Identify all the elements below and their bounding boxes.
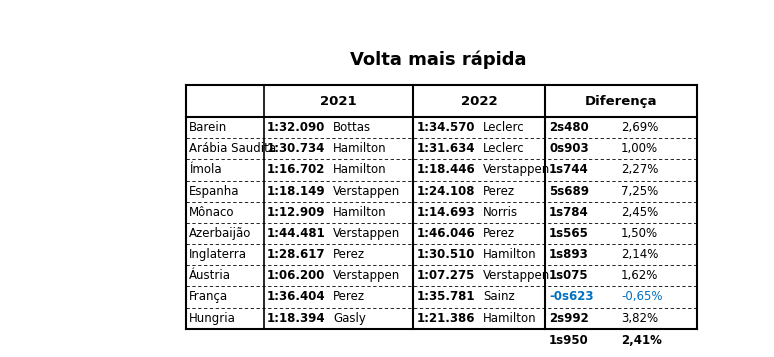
Text: 1:46.046: 1:46.046	[417, 227, 476, 240]
Text: 1s784: 1s784	[549, 206, 589, 219]
Text: Hungria: Hungria	[189, 312, 236, 325]
Text: Gasly: Gasly	[333, 312, 366, 325]
Text: Perez: Perez	[333, 248, 365, 261]
Text: 1:24.108: 1:24.108	[417, 185, 475, 198]
Text: 1:21.386: 1:21.386	[417, 312, 475, 325]
Text: Volta mais rápida: Volta mais rápida	[351, 50, 527, 69]
Text: Verstappen: Verstappen	[333, 227, 400, 240]
Text: 7,25%: 7,25%	[621, 185, 658, 198]
Text: 1s075: 1s075	[549, 269, 589, 282]
Text: 1:36.404: 1:36.404	[267, 291, 326, 303]
Text: 1:28.617: 1:28.617	[267, 248, 326, 261]
Text: 1:35.781: 1:35.781	[417, 291, 475, 303]
Text: Hamilton: Hamilton	[483, 248, 536, 261]
Text: 1,00%: 1,00%	[621, 142, 658, 155]
Text: 1:32.090: 1:32.090	[267, 121, 326, 134]
Text: França: França	[189, 291, 228, 303]
Text: 1:18.394: 1:18.394	[267, 312, 326, 325]
Text: 2,69%: 2,69%	[621, 121, 659, 134]
Text: 1:16.702: 1:16.702	[267, 164, 326, 176]
Text: Verstappen: Verstappen	[333, 269, 400, 282]
Text: 1:34.570: 1:34.570	[417, 121, 475, 134]
Text: 1:12.909: 1:12.909	[267, 206, 326, 219]
Text: 2,45%: 2,45%	[621, 206, 658, 219]
Text: 2,41%: 2,41%	[621, 334, 662, 347]
Text: Hamilton: Hamilton	[483, 312, 536, 325]
Text: 1s565: 1s565	[549, 227, 589, 240]
Text: 3,82%: 3,82%	[621, 312, 658, 325]
Text: Leclerc: Leclerc	[483, 121, 525, 134]
Text: Arábia Saudita: Arábia Saudita	[189, 142, 276, 155]
Text: 2s992: 2s992	[549, 312, 589, 325]
Text: 1,50%: 1,50%	[621, 227, 658, 240]
Text: 1s950: 1s950	[549, 334, 589, 347]
Text: Espanha: Espanha	[189, 185, 240, 198]
Text: 1,62%: 1,62%	[621, 269, 659, 282]
Text: Hamilton: Hamilton	[333, 206, 387, 219]
Text: -0,65%: -0,65%	[621, 291, 663, 303]
Text: Azerbaijão: Azerbaijão	[189, 227, 252, 240]
Text: Inglaterra: Inglaterra	[189, 248, 247, 261]
Text: Perez: Perez	[483, 227, 515, 240]
Text: 2022: 2022	[461, 95, 498, 108]
Text: Verstappen: Verstappen	[333, 185, 400, 198]
Text: 2,27%: 2,27%	[621, 164, 659, 176]
Text: 5s689: 5s689	[549, 185, 589, 198]
Text: Hamilton: Hamilton	[333, 142, 387, 155]
Text: 0s903: 0s903	[549, 142, 589, 155]
Text: 2s480: 2s480	[549, 121, 589, 134]
Text: Ímola: Ímola	[189, 164, 222, 176]
Text: 1s893: 1s893	[549, 248, 589, 261]
Text: Perez: Perez	[333, 291, 365, 303]
Text: 1:31.634: 1:31.634	[417, 142, 475, 155]
Text: Diferença: Diferença	[585, 95, 657, 108]
Text: Mônaco: Mônaco	[189, 206, 235, 219]
Text: Perez: Perez	[483, 185, 515, 198]
Text: 1:30.734: 1:30.734	[267, 142, 326, 155]
Text: 1s744: 1s744	[549, 164, 589, 176]
Text: Verstappen: Verstappen	[483, 164, 550, 176]
Text: -0s623: -0s623	[549, 291, 594, 303]
Text: Norris: Norris	[483, 206, 518, 219]
Text: Sainz: Sainz	[483, 291, 515, 303]
Text: Verstappen: Verstappen	[483, 269, 550, 282]
Text: 1:18.149: 1:18.149	[267, 185, 326, 198]
Text: 2,14%: 2,14%	[621, 248, 659, 261]
Text: 1:14.693: 1:14.693	[417, 206, 476, 219]
Text: Leclerc: Leclerc	[483, 142, 525, 155]
Text: Áustria: Áustria	[189, 269, 231, 282]
Text: 1:30.510: 1:30.510	[417, 248, 475, 261]
Text: 2021: 2021	[320, 95, 357, 108]
Text: Bottas: Bottas	[333, 121, 372, 134]
Text: 1:07.275: 1:07.275	[417, 269, 475, 282]
Text: Barein: Barein	[189, 121, 228, 134]
Text: 1:06.200: 1:06.200	[267, 269, 326, 282]
Text: Hamilton: Hamilton	[333, 164, 387, 176]
Text: 1:44.481: 1:44.481	[267, 227, 326, 240]
Text: 1:18.446: 1:18.446	[417, 164, 476, 176]
